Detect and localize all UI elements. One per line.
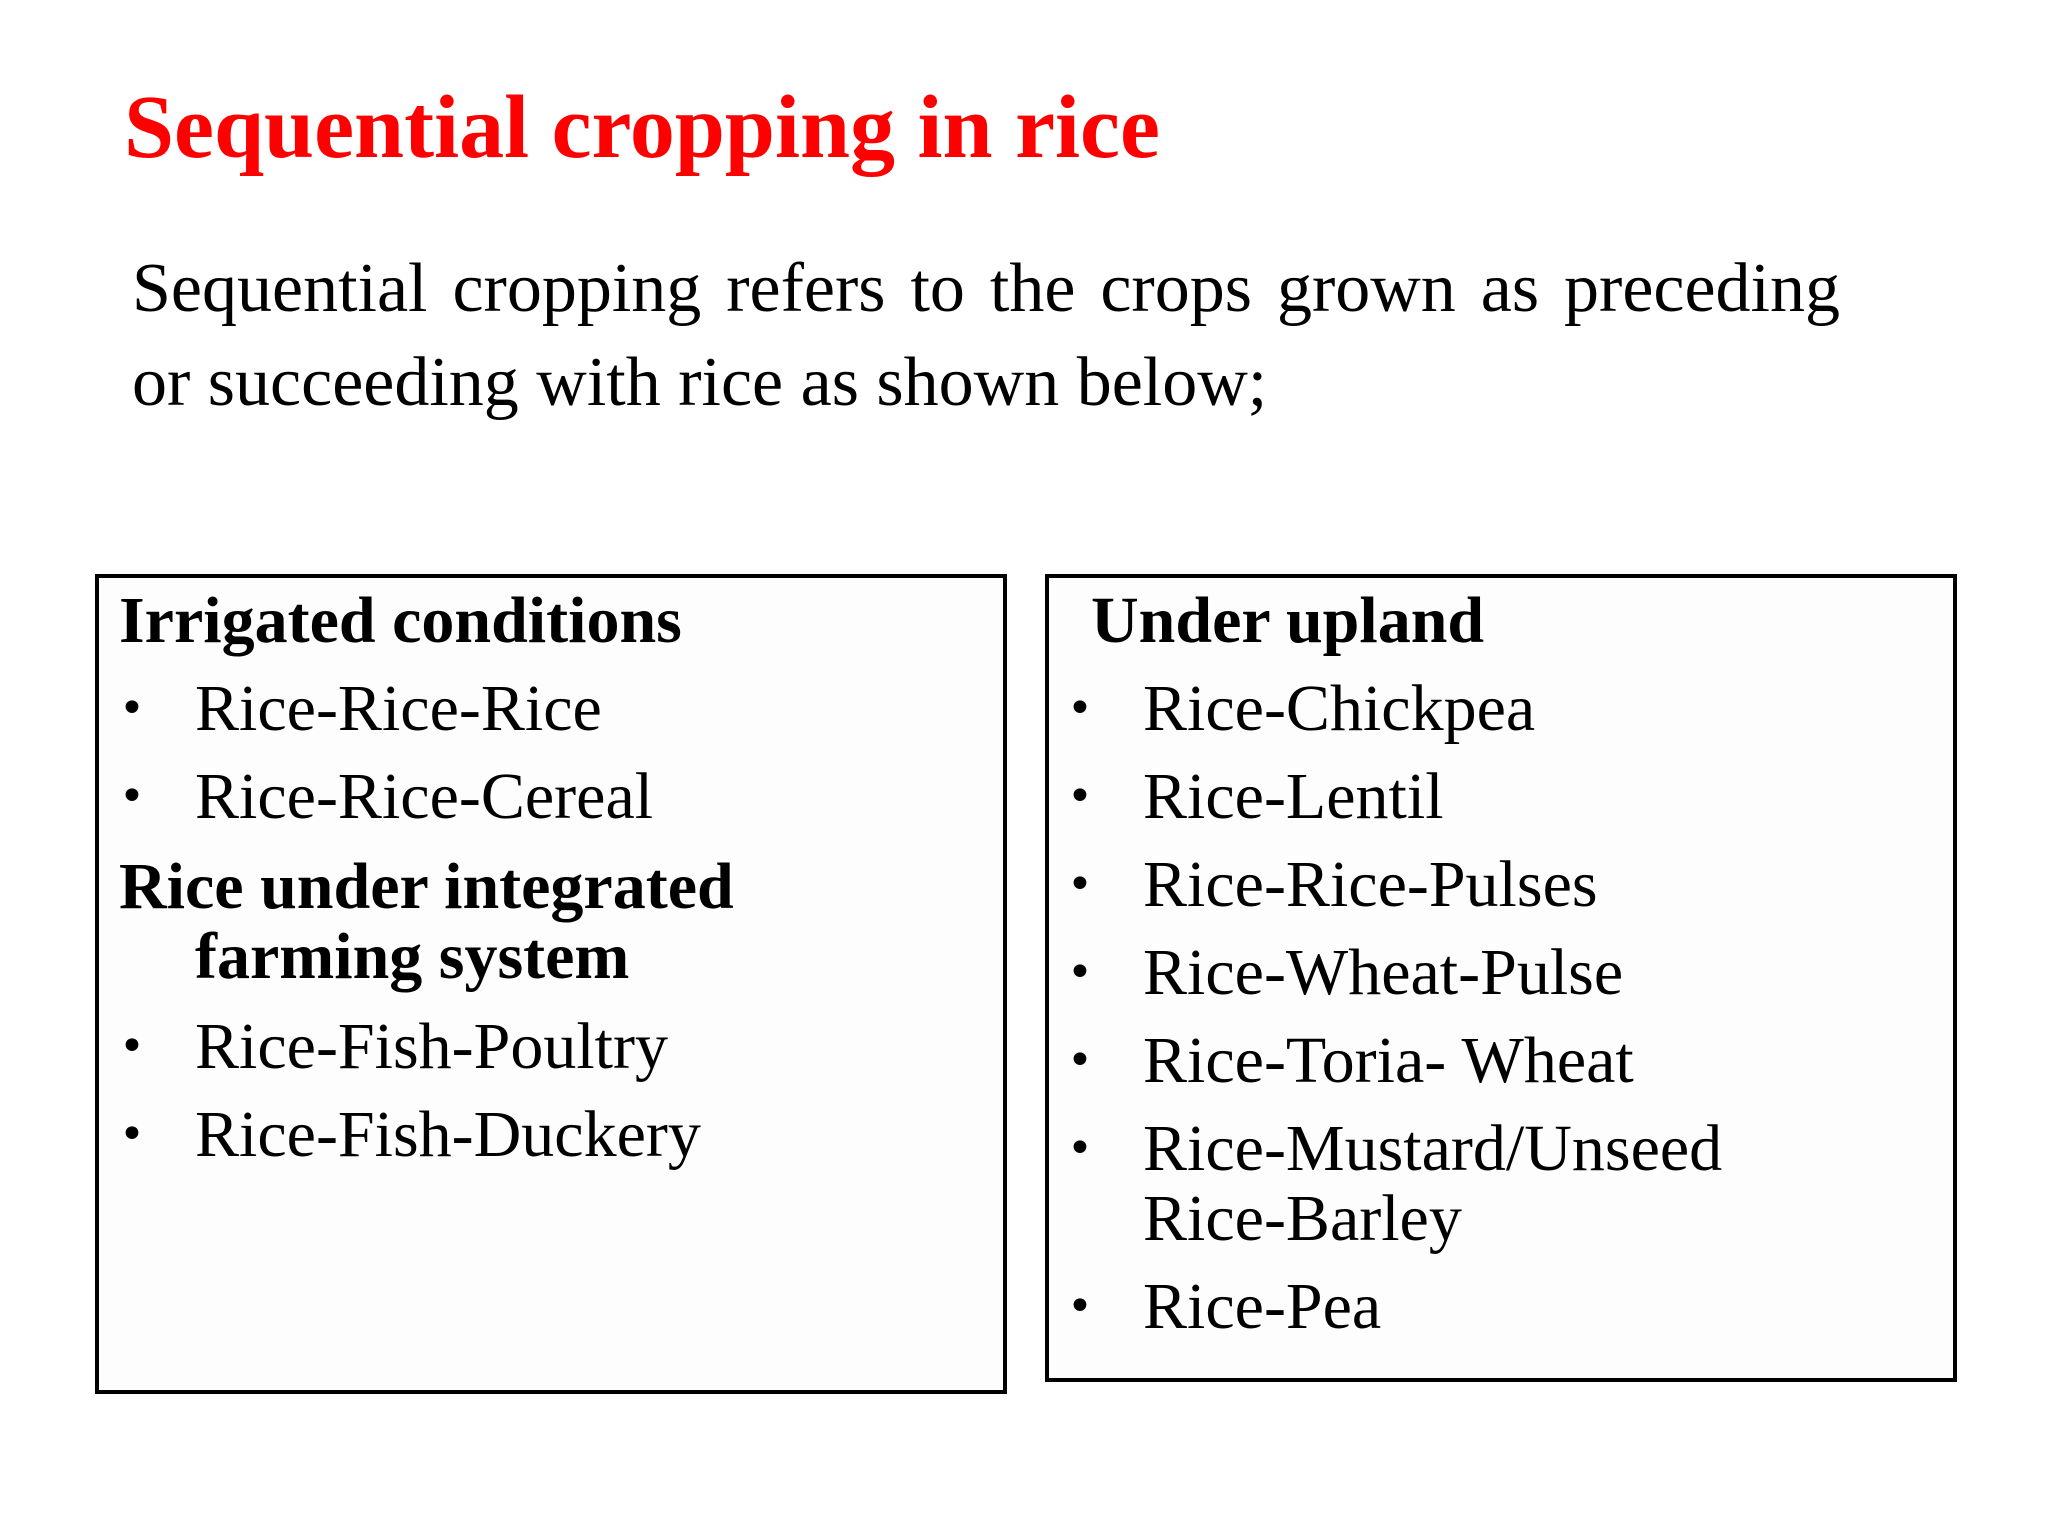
bullet-icon: • [1067,1035,1093,1086]
bullet-icon: • [119,1109,145,1160]
slide-title: Sequential cropping in rice [124,78,1160,177]
list-item-label: Rice-Toria- Wheat [1143,1024,1634,1097]
list-item-label: Rice-Rice-Pulses [1143,848,1598,921]
irrigated-conditions-heading: Irrigated conditions [119,584,682,657]
list-item-label: Rice-Lentil [1143,760,1444,833]
bullet-icon: • [119,683,145,734]
list-item-label: Rice-Mustard/Unseed Rice-Barley [1143,1112,1723,1255]
bullet-icon: • [1067,1281,1093,1332]
intro-paragraph: Sequential cropping refers to the crops … [132,250,1840,421]
bullet-icon: • [119,771,145,822]
list-item-label: Rice-Wheat-Pulse [1143,936,1624,1009]
integrated-farming-heading-line2: farming system [195,920,630,993]
bullet-icon: • [1067,859,1093,910]
list-item-label: Rice-Chickpea [1143,672,1536,745]
list-item-label: Rice-Pea [1143,1270,1382,1343]
bullet-icon: • [1067,1123,1093,1174]
bullet-icon: • [1067,771,1093,822]
under-upland-heading: Under upland [1091,584,1485,657]
integrated-farming-heading: Rice under integrated farming system [119,852,879,992]
list-item-label: Rice-Fish-Poultry [195,1010,668,1083]
bullet-icon: • [119,1021,145,1072]
under-upland-box: Under upland • Rice-Chickpea • Rice-Lent… [1045,574,1957,1382]
list-item-label: Rice-Rice-Cereal [195,760,654,833]
integrated-farming-heading-line1: Rice under integrated [119,850,734,923]
bullet-icon: • [1067,683,1093,734]
bullet-icon: • [1067,947,1093,998]
list-item-label: Rice-Fish-Duckery [195,1098,701,1171]
list-item-label: Rice-Rice-Rice [195,672,602,745]
irrigated-conditions-box: Irrigated conditions • Rice-Rice-Rice • … [95,574,1007,1394]
